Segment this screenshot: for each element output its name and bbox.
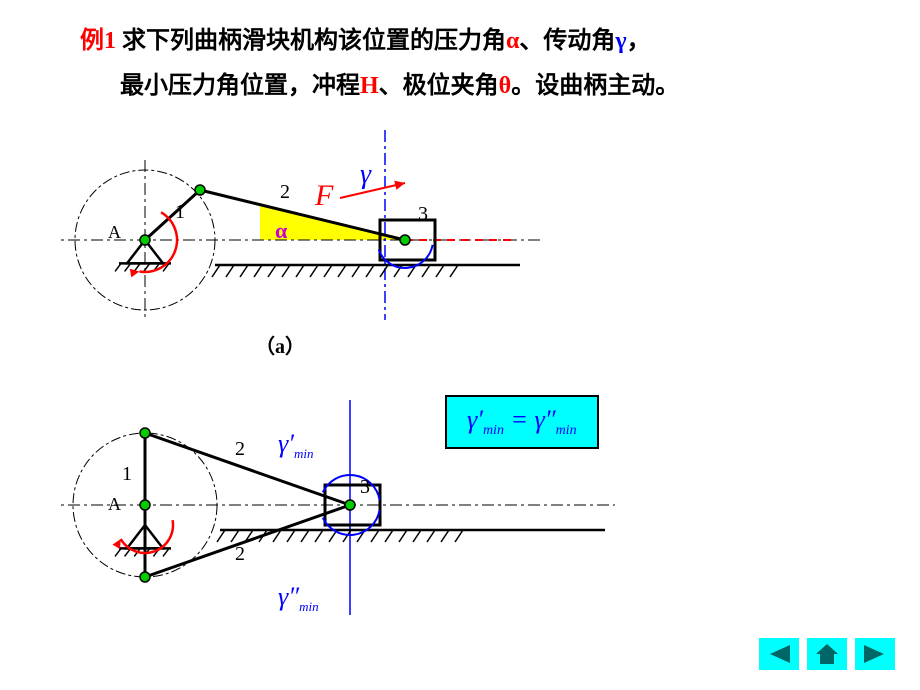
svg-text:F: F	[314, 179, 334, 212]
prev-button[interactable]	[759, 638, 799, 670]
svg-text:2: 2	[235, 438, 245, 460]
next-button[interactable]	[855, 638, 895, 670]
svg-text:A: A	[108, 494, 121, 514]
subplot-label-a: （a）	[255, 330, 295, 359]
next-icon	[864, 643, 886, 665]
svg-text:γ′min: γ′min	[278, 429, 313, 461]
home-button[interactable]	[807, 638, 847, 670]
svg-text:2: 2	[280, 181, 290, 203]
svg-text:α: α	[275, 218, 288, 243]
formula-lhs: γ′	[467, 405, 483, 434]
example-num: 例1	[80, 28, 122, 54]
svg-text:A: A	[108, 222, 121, 242]
svg-text:3: 3	[360, 476, 370, 498]
svg-text:3: 3	[418, 203, 428, 225]
svg-text:1: 1	[175, 201, 185, 223]
mechanism-diagram-1: α Fγ A 1 2 3	[60, 120, 600, 320]
svg-text:2: 2	[235, 543, 245, 565]
svg-text:1: 1	[122, 463, 132, 485]
formula-box: γ′min = γ″min	[445, 395, 599, 449]
title-line-1: 例1 求下列曲柄滑块机构该位置的压力角α、传动角γ，	[80, 20, 651, 55]
home-icon	[814, 642, 840, 666]
prev-icon	[768, 643, 790, 665]
nav-button-group	[759, 638, 895, 670]
title-line-2: 最小压力角位置，冲程H、极位夹角θ。设曲柄主动。	[120, 65, 679, 100]
svg-text:γ: γ	[360, 159, 372, 190]
svg-text:γ″min: γ″min	[278, 582, 319, 614]
